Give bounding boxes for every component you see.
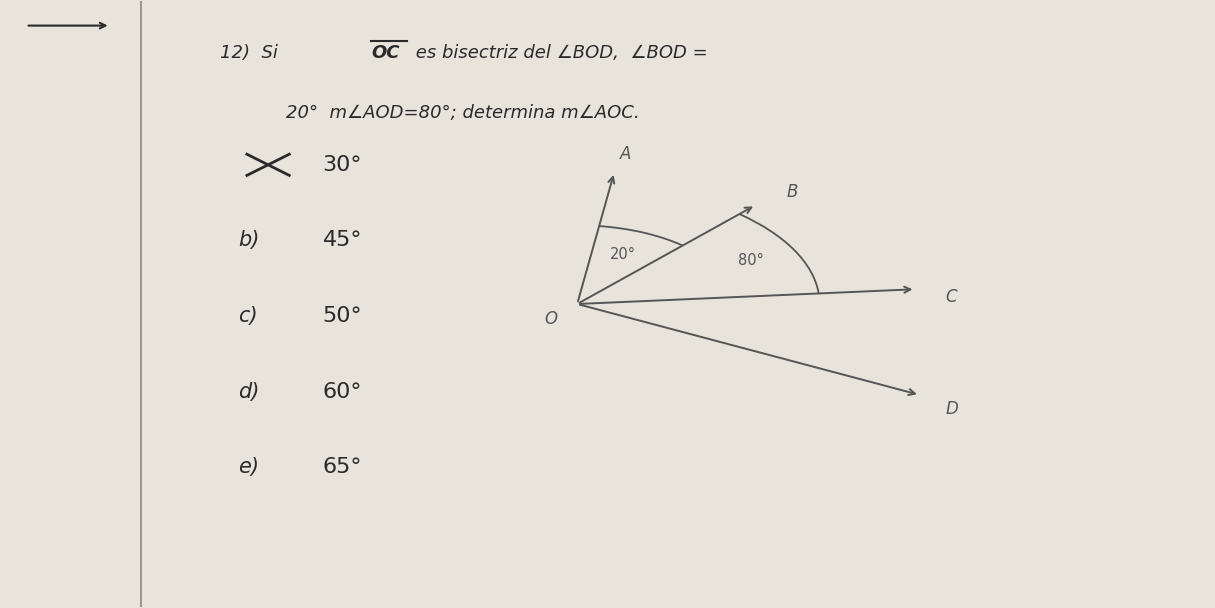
Text: D: D (945, 401, 959, 418)
Text: 50°: 50° (323, 306, 362, 326)
Text: 12)  Si: 12) Si (220, 44, 283, 62)
Text: B: B (786, 182, 798, 201)
Text: 60°: 60° (323, 382, 362, 402)
Text: 80°: 80° (738, 254, 764, 268)
Text: e): e) (238, 457, 259, 477)
Text: 20°  m∠AOD=80°; determina m∠AOC.: 20° m∠AOD=80°; determina m∠AOC. (287, 105, 640, 122)
Text: b): b) (238, 230, 259, 250)
Text: 45°: 45° (323, 230, 362, 250)
Text: 30°: 30° (323, 155, 362, 174)
Text: O: O (544, 310, 558, 328)
Text: es bisectriz del ∠BOD,  ∠BOD =: es bisectriz del ∠BOD, ∠BOD = (409, 44, 707, 62)
Text: A: A (620, 145, 631, 163)
Text: 65°: 65° (323, 457, 362, 477)
Text: C: C (945, 288, 957, 306)
Text: c): c) (238, 306, 258, 326)
Text: OC: OC (371, 44, 400, 62)
Text: 20°: 20° (610, 247, 637, 262)
Text: d): d) (238, 382, 259, 402)
